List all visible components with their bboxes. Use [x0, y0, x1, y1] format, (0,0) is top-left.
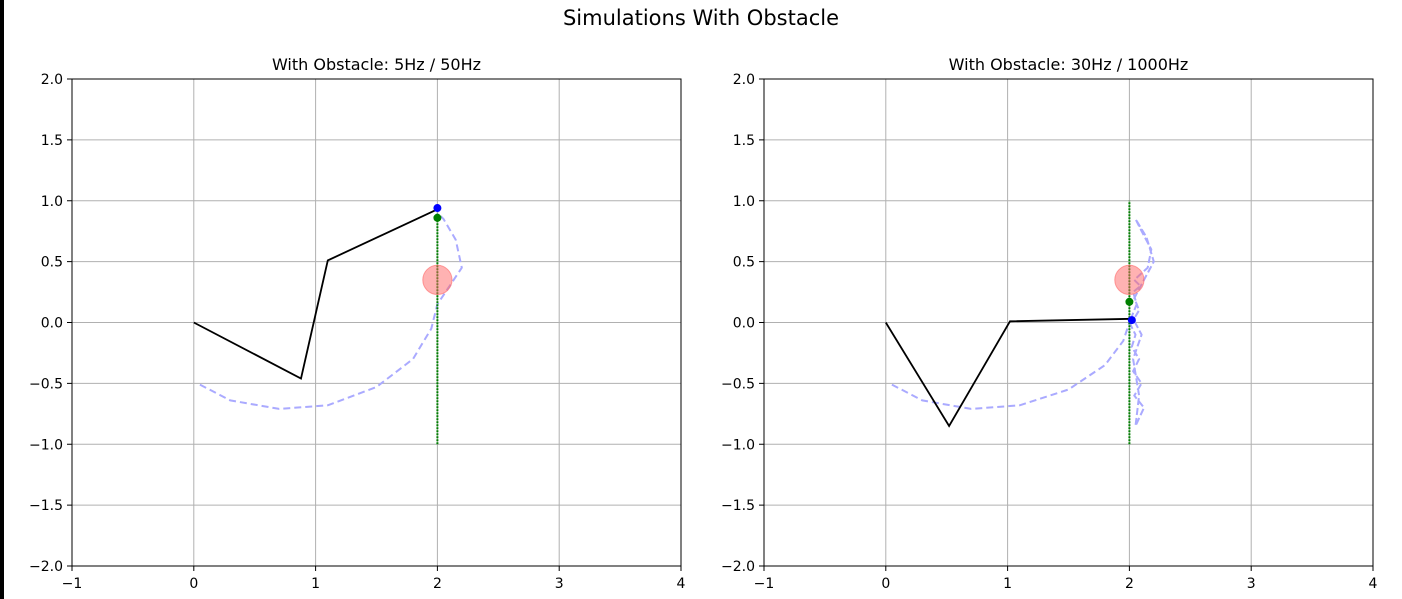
y-tick-label: 1.5	[41, 133, 63, 149]
x-tick-label: 0	[189, 576, 198, 592]
y-tick-label: −2.0	[721, 559, 755, 575]
y-tick-label: 2.0	[41, 72, 63, 88]
x-tick-label: 4	[677, 576, 686, 592]
y-tick-label: 1.0	[733, 194, 755, 210]
x-tick-label: 4	[1369, 576, 1378, 592]
x-tick-label: −1	[62, 576, 83, 592]
target-point	[433, 213, 442, 222]
left-edge-strip	[0, 0, 4, 599]
trajectory-oscillation-line	[1128, 218, 1155, 427]
effector-point	[1127, 316, 1136, 325]
y-tick-label: −2.0	[29, 559, 63, 575]
y-tick-label: 0.0	[41, 316, 63, 332]
x-tick-label: 2	[433, 576, 442, 592]
y-tick-label: −1.5	[29, 498, 63, 514]
target-point	[1125, 297, 1134, 306]
y-tick-label: 1.5	[733, 133, 755, 149]
trajectory-line	[199, 212, 463, 410]
arm-line	[193, 208, 438, 380]
subplot-left: −1 0 1 2 3 4 −2.0 −1.5 −1.0 −0.5 0.0 0.5 1.0 1.5 2.0 Wi…	[29, 55, 686, 592]
y-tick-label: 0.5	[41, 255, 63, 271]
trajectory-line	[891, 322, 1131, 410]
x-tick-label: 1	[1003, 576, 1012, 592]
y-tick-label: −1.0	[29, 437, 63, 453]
y-tick-label: 1.0	[41, 194, 63, 210]
x-tick-label: −1	[754, 576, 775, 592]
y-tick-label: −1.5	[721, 498, 755, 514]
obstacle-circle	[1114, 264, 1145, 295]
y-tick-label: 2.0	[733, 72, 755, 88]
x-tick-label: 2	[1125, 576, 1134, 592]
y-tick-label: −0.5	[721, 376, 755, 392]
arm-line	[885, 317, 1132, 428]
x-tick-label: 0	[881, 576, 890, 592]
x-tick-label: 1	[311, 576, 320, 592]
effector-point	[433, 204, 442, 213]
y-tick-label: 0.0	[733, 316, 755, 332]
y-tick-label: −0.5	[29, 376, 63, 392]
y-tick-label: −1.0	[721, 437, 755, 453]
x-tick-label: 3	[555, 576, 564, 592]
subplot-title: With Obstacle: 30Hz / 1000Hz	[949, 55, 1189, 74]
y-tick-label: 0.5	[733, 255, 755, 271]
subplot-title: With Obstacle: 5Hz / 50Hz	[272, 55, 481, 74]
x-tick-label: 3	[1247, 576, 1256, 592]
obstacle-circle	[422, 264, 453, 295]
subplot-right: −1 0 1 2 3 4 −2.0 −1.5 −1.0 −0.5 0.0 0.5 1.0 1.5 2.0 Wi…	[721, 55, 1378, 592]
figure-title: Simulations With Obstacle	[562, 6, 840, 30]
